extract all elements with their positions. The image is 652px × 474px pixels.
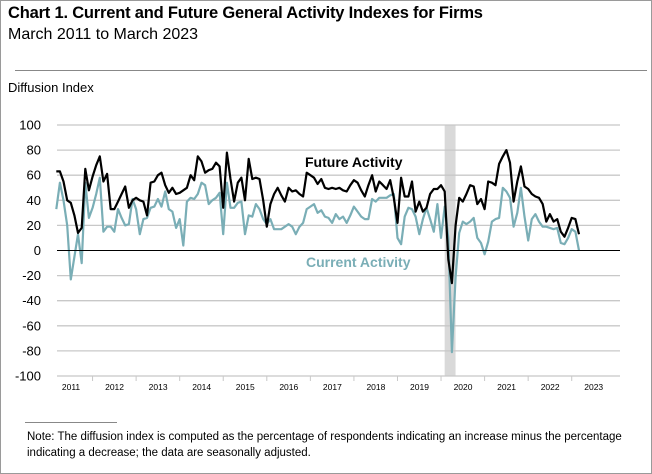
x-tick-label: 2015 <box>236 382 255 392</box>
y-tick-label: 100 <box>19 118 41 133</box>
chart-title: Chart 1. Current and Future General Acti… <box>8 4 483 22</box>
y-tick-label: 20 <box>27 218 41 233</box>
x-tick-label: 2017 <box>323 382 342 392</box>
note-divider <box>25 422 117 423</box>
y-tick-label: -40 <box>22 293 41 308</box>
x-tick-label: 2014 <box>192 382 211 392</box>
y-tick-label: 0 <box>34 243 41 258</box>
y-tick-label: 40 <box>27 193 41 208</box>
y-tick-label: -80 <box>22 343 41 358</box>
y-axis-label: Diffusion Index <box>8 80 94 95</box>
y-tick-label: 60 <box>27 168 41 183</box>
x-tick-label: 2020 <box>454 382 473 392</box>
series-label-future-activity: Future Activity <box>305 154 403 170</box>
y-tick-label: -20 <box>22 268 41 283</box>
series-line-current-activity <box>55 176 581 354</box>
y-tick-label: 80 <box>27 143 41 158</box>
header-divider <box>15 70 647 71</box>
x-tick-label: 2012 <box>105 382 124 392</box>
x-tick-label: 2023 <box>584 382 603 392</box>
x-tick-label: 2022 <box>541 382 560 392</box>
x-tick-label: 2021 <box>497 382 516 392</box>
chart-subtitle: March 2011 to March 2023 <box>8 26 199 43</box>
x-tick-label: 2019 <box>410 382 429 392</box>
x-tick-label: 2011 <box>62 382 81 392</box>
y-tick-label: -60 <box>22 318 41 333</box>
x-tick-label: 2018 <box>366 382 385 392</box>
x-tick-label: 2016 <box>279 382 298 392</box>
y-tick-label: -100 <box>15 369 41 384</box>
chart-note: Note: The diffusion index is computed as… <box>27 431 622 459</box>
series-line-future-activity <box>56 149 581 285</box>
series-label-current-activity: Current Activity <box>306 254 411 270</box>
x-tick-label: 2013 <box>149 382 168 392</box>
